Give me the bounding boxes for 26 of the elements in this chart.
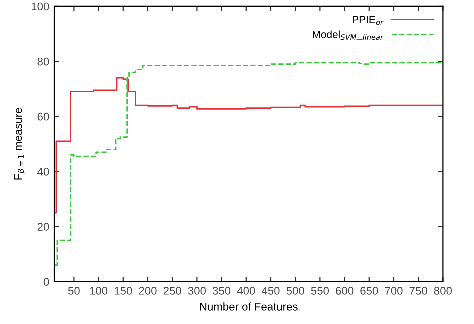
y-tick-label: 20 xyxy=(38,223,50,231)
x-tick-label: 150 xyxy=(114,287,132,295)
x-tick-label: 600 xyxy=(336,287,354,295)
x-tick-label: 650 xyxy=(360,287,378,295)
y-tick-label: 0 xyxy=(44,278,50,286)
x-tick-label: 700 xyxy=(385,287,403,295)
x-tick-label: 500 xyxy=(286,287,304,295)
x-tick-label: 100 xyxy=(90,287,108,295)
x-tick-label: 400 xyxy=(237,287,256,295)
x-tick-label: 450 xyxy=(262,287,280,295)
legend-label: Model$_{SVM}$_$_{linear}$ xyxy=(313,30,384,40)
x-tick-label: 550 xyxy=(311,287,330,295)
x-tick-label: 200 xyxy=(139,287,157,295)
legend-label: PPIE$_{or}$ xyxy=(353,16,384,26)
y-tick-label: 80 xyxy=(38,58,50,66)
y-axis-title: F$_{β=1}$ measure xyxy=(14,108,26,180)
x-tick-label: 250 xyxy=(164,287,182,295)
x-tick-label: 350 xyxy=(212,287,231,295)
y-tick-label: 40 xyxy=(38,168,50,176)
y-tick-label: 60 xyxy=(38,112,50,121)
x-axis-title: Number of Features xyxy=(200,302,298,311)
y-tick-label: 100 xyxy=(32,2,50,11)
x-tick-label: 50 xyxy=(68,287,80,295)
x-tick-label: 300 xyxy=(188,287,206,295)
x-tick-label: 800 xyxy=(434,287,452,295)
x-tick-label: 750 xyxy=(410,287,428,295)
